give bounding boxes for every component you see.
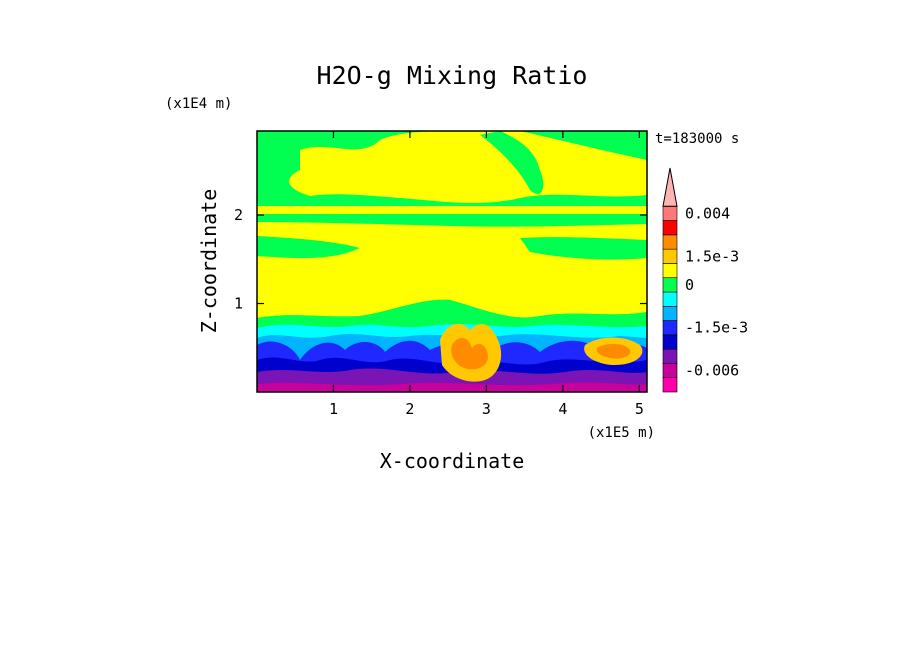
colorbar-label: 0.004 xyxy=(685,204,730,222)
colorbar-label: -1.5e-3 xyxy=(685,319,748,337)
plot-frame xyxy=(256,130,648,393)
colorbar-level xyxy=(662,363,678,379)
x-tick-label: 3 xyxy=(482,400,491,418)
upper-streak xyxy=(480,131,544,194)
colorbar-label: 0 xyxy=(685,276,694,294)
colorbar-label: -0.006 xyxy=(685,362,739,380)
colorbar-level xyxy=(662,348,678,364)
chart-title: H2O-g Mixing Ratio xyxy=(317,61,588,90)
colorbar-level xyxy=(662,205,678,221)
y-tick-label: 1 xyxy=(234,295,243,313)
colorbar-level xyxy=(662,334,678,350)
colorbar-level xyxy=(662,320,678,336)
band-z2-a xyxy=(257,206,647,214)
x-axis-ticks: 1 2 3 4 5 xyxy=(329,131,644,418)
colorbar-level xyxy=(662,291,678,307)
x-tick-label: 4 xyxy=(558,400,567,418)
green-patch-mid xyxy=(257,236,360,259)
colorbar-level xyxy=(662,305,678,321)
y-unit-label: (x1E4 m) xyxy=(165,96,232,112)
x-unit-label: (x1E5 m) xyxy=(588,425,655,441)
colorbar-level xyxy=(662,377,678,393)
colorbar-level xyxy=(662,234,678,250)
right-plume-core xyxy=(596,343,631,359)
band-z2-b xyxy=(257,217,647,221)
y-axis-ticks: 12 xyxy=(234,206,647,313)
colorbar-arrow xyxy=(662,167,678,207)
x-tick-label: 1 xyxy=(329,400,338,418)
contour-field xyxy=(257,131,647,392)
green-patch-right xyxy=(520,237,647,260)
colorbar: -0.006 -1.5e-3 0 1.5e-3 0.004 xyxy=(662,167,748,393)
y-axis-label: Z-coordinate xyxy=(197,189,221,334)
colorbar-level xyxy=(662,277,678,293)
upper-moist-band xyxy=(289,131,647,203)
x-tick-label: 2 xyxy=(405,400,414,418)
y-tick-label: 2 xyxy=(234,206,243,224)
magenta-base xyxy=(257,382,647,392)
colorbar-level xyxy=(662,263,678,279)
colorbar-label: 1.5e-3 xyxy=(685,247,739,265)
colorbar-level xyxy=(662,248,678,264)
time-label: t=183000 s xyxy=(655,131,739,147)
central-plume-core xyxy=(451,337,488,370)
x-axis-label: X-coordinate xyxy=(380,449,525,473)
x-tick-label: 5 xyxy=(635,400,644,418)
colorbar-level xyxy=(662,220,678,236)
